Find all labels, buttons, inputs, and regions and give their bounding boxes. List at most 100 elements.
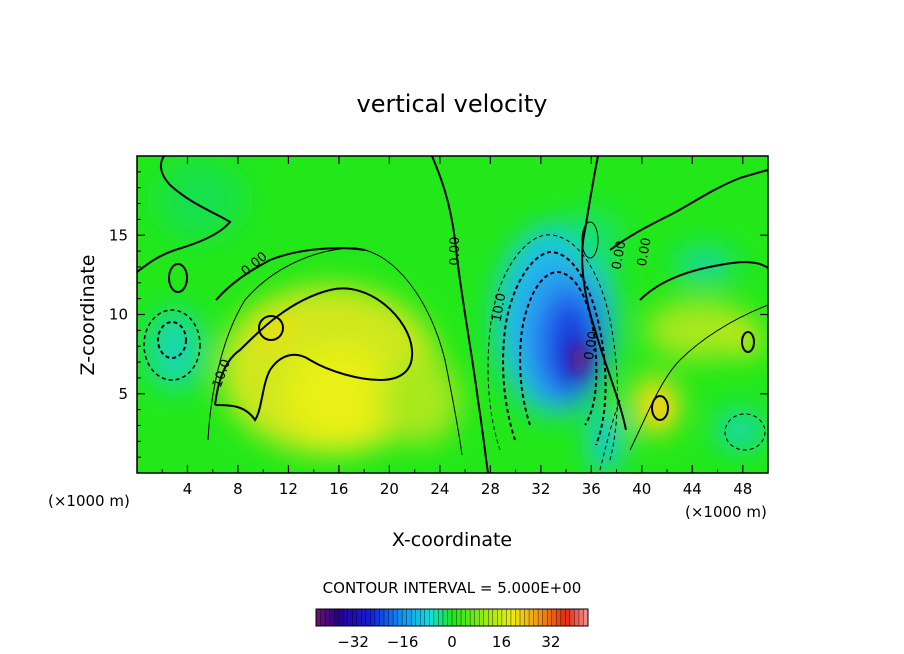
colorbar-swatch <box>461 609 466 626</box>
y-tick-label: 15 <box>109 226 128 244</box>
colorbar-tick-label: −32 <box>337 633 369 651</box>
contour-label: 0.00 <box>448 237 463 266</box>
colorbar-swatch <box>411 609 417 626</box>
colorbar-swatch <box>338 609 344 626</box>
colorbar-swatch <box>325 609 330 626</box>
colorbar-swatch <box>320 609 326 626</box>
chart-title: vertical velocity <box>357 90 548 118</box>
colorbar-swatch <box>488 609 494 626</box>
colorbar-swatch <box>329 609 335 626</box>
contour-pos-5-right <box>629 304 768 451</box>
colorbar-swatch <box>456 609 462 626</box>
contour-neg-right-bottom <box>724 413 766 451</box>
colorbar-swatch <box>379 609 385 626</box>
colorbar-swatch <box>433 609 439 626</box>
x-tick-label: 4 <box>183 480 193 498</box>
contour-zero-center-vertical <box>431 156 489 473</box>
y-tick-label: 10 <box>109 306 128 324</box>
contour-label: 0.00 <box>635 237 655 268</box>
contour-neg-left-inner <box>157 321 187 359</box>
colorbar-swatch <box>542 609 548 626</box>
colorbar-tick-label: −16 <box>387 633 419 651</box>
contour-neg-left <box>143 309 201 381</box>
x-tick-label: 12 <box>279 480 298 498</box>
y-axis-ticks: 5 10 15 <box>109 171 768 458</box>
colorbar-swatch <box>569 609 575 626</box>
contour-small-box-upper-left <box>168 263 188 293</box>
colorbar-swatch <box>420 609 426 626</box>
colorbar-swatch <box>533 609 539 626</box>
colorbar-swatch <box>578 609 584 626</box>
colorbar-swatch <box>361 609 367 626</box>
colorbar-ticks: −32 −16 0 16 32 <box>337 633 560 651</box>
x-tick-label: 36 <box>582 480 601 498</box>
colorbar-swatch <box>574 609 580 626</box>
contour-zero-inner-left <box>214 287 414 422</box>
x-tick-label: 44 <box>683 480 702 498</box>
colorbar-swatch <box>374 609 380 626</box>
colorbar-swatch <box>424 609 430 626</box>
x-tick-label: 20 <box>380 480 399 498</box>
contour-label: 10.0 <box>490 292 510 323</box>
contour-neg-10 <box>502 250 607 446</box>
colorbar-tick-label: 16 <box>492 633 511 651</box>
colorbar-tick-label: 0 <box>447 633 457 651</box>
contour-neg-5 <box>487 234 618 461</box>
contour-zero-right-mid <box>639 261 768 301</box>
colorbar-swatch <box>356 609 362 626</box>
contour-max-left <box>258 315 284 341</box>
colorbar-swatch <box>415 609 421 626</box>
x-tick-label: 28 <box>481 480 500 498</box>
colorbar-swatch <box>520 609 525 626</box>
colorbar-swatch <box>447 609 453 626</box>
colorbar-swatch <box>506 609 512 626</box>
colorbar-tick-label: 32 <box>541 633 560 651</box>
colorbar-swatch <box>397 609 403 626</box>
x-tick-label: 32 <box>531 480 550 498</box>
color-field-core <box>572 344 670 422</box>
contour-small-right-top <box>581 221 599 259</box>
x-tick-label: 8 <box>233 480 243 498</box>
colorbar-swatch <box>479 609 485 626</box>
colorbar-swatch <box>370 609 376 626</box>
colorbar-swatch <box>497 609 503 626</box>
colorbar-swatch <box>365 609 371 626</box>
color-field <box>147 160 765 473</box>
colorbar-swatch <box>334 609 340 626</box>
colorbar <box>315 608 589 627</box>
colorbar-swatch <box>551 609 557 626</box>
contour-zero-left-mid <box>215 247 366 301</box>
contour-zero-right-top <box>609 169 768 251</box>
y-axis-unit: (×1000 m) <box>48 492 130 510</box>
colorbar-swatch <box>483 609 489 626</box>
colorbar-swatch <box>583 609 589 626</box>
x-axis-ticks: 4 8 12 16 20 24 28 32 36 40 44 48 <box>161 156 752 498</box>
colorbar-swatch <box>465 609 471 626</box>
colorbar-swatch <box>316 609 321 626</box>
x-tick-label: 48 <box>733 480 752 498</box>
colorbar-swatch <box>384 609 389 626</box>
colorbar-swatch <box>470 609 476 626</box>
colorbar-swatch <box>529 609 534 626</box>
colorbar-swatch <box>560 609 566 626</box>
colorbar-swatch <box>510 609 516 626</box>
colorbar-swatch <box>352 609 358 626</box>
colorbar-swatch <box>492 609 498 626</box>
x-tick-label: 40 <box>632 480 651 498</box>
colorbar-swatch <box>388 609 394 626</box>
colorbar-swatch <box>524 609 530 626</box>
x-axis-label: X-coordinate <box>392 529 512 551</box>
contour-lines <box>137 156 768 473</box>
contour-zero-left-upper <box>137 156 232 273</box>
colorbar-swatch <box>565 609 571 626</box>
x-tick-label: 16 <box>329 480 348 498</box>
colorbar-swatch <box>406 609 412 626</box>
x-tick-label: 24 <box>430 480 449 498</box>
colorbar-swatch <box>547 609 553 626</box>
contour-max-right-b <box>741 331 755 353</box>
colorbar-swatch <box>442 609 448 626</box>
contour-max-right-a <box>651 395 669 421</box>
colorbar-frame <box>315 608 589 627</box>
